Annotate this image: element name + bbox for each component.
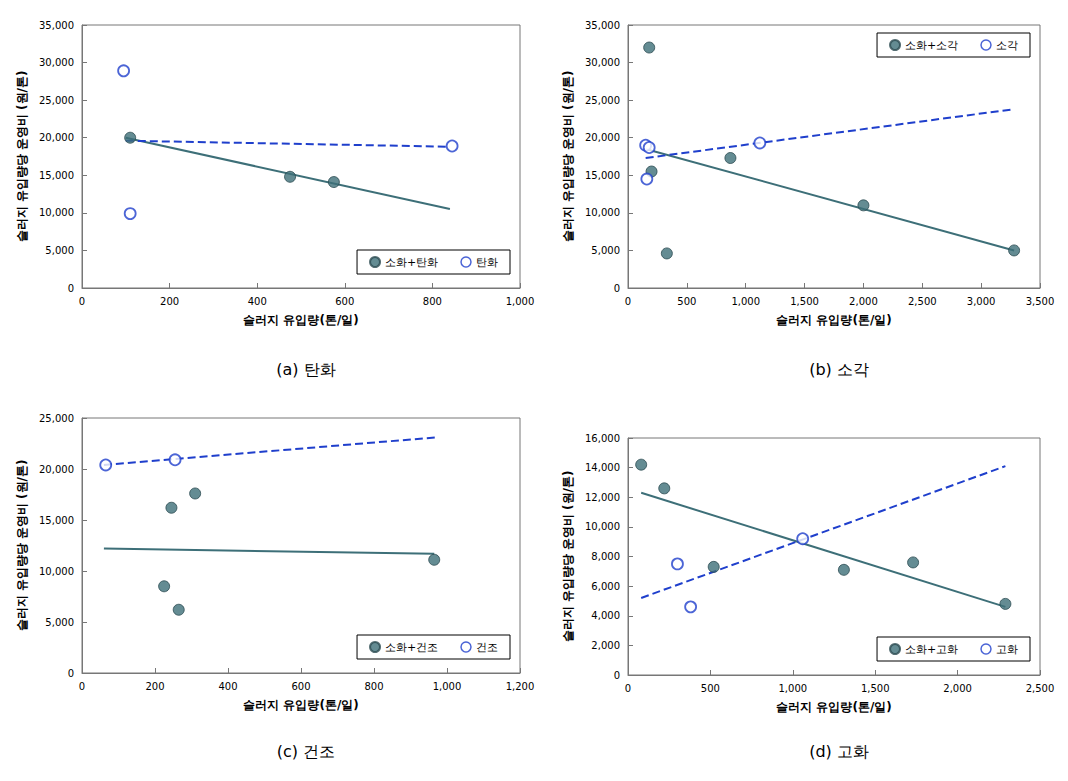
svg-text:소화+소각: 소화+소각: [905, 39, 958, 52]
svg-text:5,000: 5,000: [591, 245, 620, 256]
svg-text:4,000: 4,000: [591, 610, 620, 621]
svg-text:탄화: 탄화: [476, 256, 498, 269]
svg-text:8,000: 8,000: [591, 551, 620, 562]
svg-text:30,000: 30,000: [585, 57, 620, 68]
svg-text:슬러지 유입량당 운영비 (원/톤): 슬러지 유입량당 운영비 (원/톤): [15, 71, 29, 243]
svg-text:1,000: 1,000: [506, 296, 535, 307]
svg-text:(c) 건조: (c) 건조: [277, 742, 335, 761]
svg-text:(d) 고화: (d) 고화: [809, 742, 869, 761]
svg-text:1,200: 1,200: [506, 681, 535, 692]
svg-text:2,000: 2,000: [849, 296, 878, 307]
svg-text:소화+건조: 소화+건조: [385, 641, 438, 654]
svg-text:(b) 소각: (b) 소각: [809, 360, 869, 379]
svg-text:25,000: 25,000: [39, 95, 74, 106]
svg-text:2,000: 2,000: [943, 683, 972, 694]
svg-text:0: 0: [614, 670, 620, 681]
svg-text:10,000: 10,000: [39, 566, 74, 577]
svg-text:(a) 탄화: (a) 탄화: [276, 360, 335, 379]
svg-text:슬러지 유입량당 운영비 (원/톤): 슬러지 유입량당 운영비 (원/톤): [561, 471, 575, 643]
svg-text:0: 0: [79, 681, 85, 692]
svg-text:0: 0: [68, 668, 74, 679]
svg-text:0: 0: [68, 283, 74, 294]
svg-text:1,500: 1,500: [790, 296, 819, 307]
svg-text:35,000: 35,000: [39, 20, 74, 31]
svg-text:30,000: 30,000: [39, 57, 74, 68]
svg-text:0: 0: [614, 283, 620, 294]
svg-text:3,000: 3,000: [967, 296, 996, 307]
svg-text:25,000: 25,000: [39, 413, 74, 424]
svg-text:200: 200: [145, 681, 164, 692]
svg-text:600: 600: [291, 681, 310, 692]
svg-text:15,000: 15,000: [39, 515, 74, 526]
svg-text:2,000: 2,000: [591, 640, 620, 651]
svg-text:25,000: 25,000: [585, 95, 620, 106]
svg-text:고화: 고화: [996, 643, 1018, 656]
svg-text:15,000: 15,000: [39, 170, 74, 181]
svg-text:3,500: 3,500: [1026, 296, 1055, 307]
svg-text:슬러지 유입량(톤/일): 슬러지 유입량(톤/일): [243, 698, 359, 712]
svg-text:16,000: 16,000: [585, 433, 620, 444]
svg-text:20,000: 20,000: [585, 132, 620, 143]
svg-text:800: 800: [364, 681, 383, 692]
svg-text:10,000: 10,000: [585, 521, 620, 532]
svg-text:35,000: 35,000: [585, 20, 620, 31]
svg-text:500: 500: [701, 683, 720, 694]
svg-text:소화+고화: 소화+고화: [905, 643, 958, 656]
svg-text:슬러지 유입량당 운영비 (원/톤): 슬러지 유입량당 운영비 (원/톤): [15, 460, 29, 632]
svg-text:슬러지 유입량(톤/일): 슬러지 유입량(톤/일): [776, 700, 892, 714]
svg-text:20,000: 20,000: [39, 464, 74, 475]
svg-text:1,000: 1,000: [433, 681, 462, 692]
svg-text:10,000: 10,000: [585, 207, 620, 218]
svg-text:소화+탄화: 소화+탄화: [385, 256, 438, 269]
svg-text:5,000: 5,000: [45, 617, 74, 628]
svg-text:400: 400: [218, 681, 237, 692]
svg-text:20,000: 20,000: [39, 132, 74, 143]
svg-text:0: 0: [625, 683, 631, 694]
svg-text:400: 400: [248, 296, 267, 307]
svg-text:15,000: 15,000: [585, 170, 620, 181]
svg-text:5,000: 5,000: [45, 245, 74, 256]
svg-text:건조: 건조: [476, 641, 498, 654]
svg-text:슬러지 유입량(톤/일): 슬러지 유입량(톤/일): [776, 313, 892, 327]
svg-text:1,000: 1,000: [731, 296, 760, 307]
svg-text:슬러지 유입량당 운영비 (원/톤): 슬러지 유입량당 운영비 (원/톤): [561, 71, 575, 243]
svg-text:1,000: 1,000: [778, 683, 807, 694]
svg-text:슬러지 유입량(톤/일): 슬러지 유입량(톤/일): [243, 313, 359, 327]
svg-text:12,000: 12,000: [585, 492, 620, 503]
svg-text:소각: 소각: [996, 39, 1018, 52]
svg-text:0: 0: [79, 296, 85, 307]
svg-text:500: 500: [677, 296, 696, 307]
svg-text:10,000: 10,000: [39, 207, 74, 218]
svg-text:2,500: 2,500: [908, 296, 937, 307]
svg-text:14,000: 14,000: [585, 462, 620, 473]
svg-text:2,500: 2,500: [1026, 683, 1055, 694]
svg-text:800: 800: [423, 296, 442, 307]
svg-text:200: 200: [160, 296, 179, 307]
svg-text:6,000: 6,000: [591, 581, 620, 592]
svg-text:600: 600: [335, 296, 354, 307]
svg-text:0: 0: [625, 296, 631, 307]
svg-text:1,500: 1,500: [861, 683, 890, 694]
